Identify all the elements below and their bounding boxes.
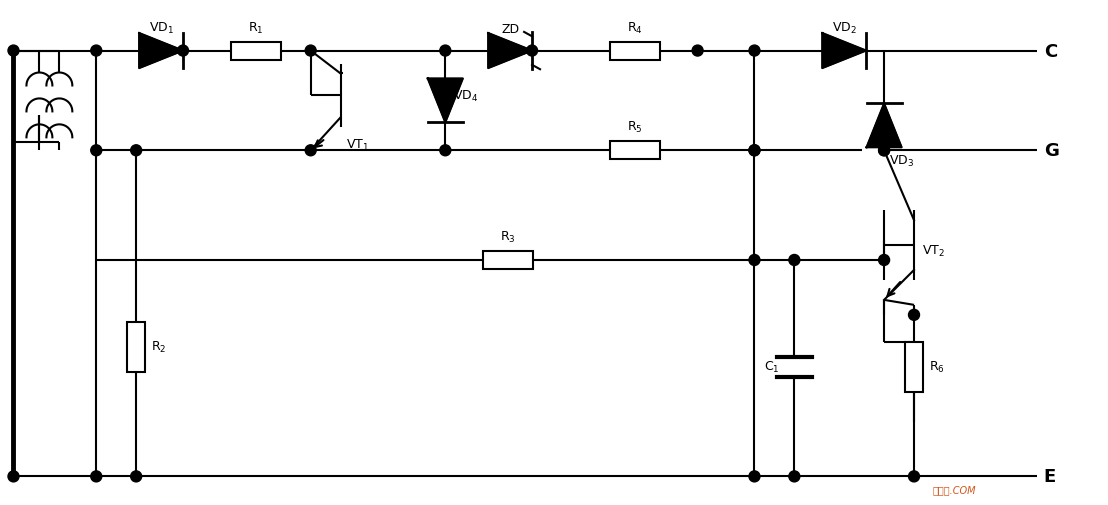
Circle shape	[131, 471, 142, 482]
Text: VT$_2$: VT$_2$	[922, 243, 945, 258]
Circle shape	[789, 255, 800, 266]
Circle shape	[879, 145, 890, 157]
Circle shape	[177, 46, 188, 57]
Circle shape	[8, 471, 19, 482]
Text: R$_5$: R$_5$	[627, 120, 643, 135]
Text: VD$_2$: VD$_2$	[832, 21, 856, 35]
Text: R$_1$: R$_1$	[248, 21, 264, 35]
Polygon shape	[822, 34, 866, 69]
Polygon shape	[140, 34, 183, 69]
Circle shape	[440, 46, 451, 57]
Circle shape	[749, 255, 760, 266]
Polygon shape	[428, 79, 463, 123]
Circle shape	[879, 145, 890, 157]
Circle shape	[8, 46, 19, 57]
Text: R$_2$: R$_2$	[151, 339, 166, 355]
Text: VT$_1$: VT$_1$	[346, 138, 369, 153]
Circle shape	[440, 145, 451, 157]
Circle shape	[91, 471, 102, 482]
Text: R$_3$: R$_3$	[501, 229, 516, 244]
Circle shape	[879, 255, 890, 266]
Bar	[609, 42, 659, 61]
Circle shape	[131, 145, 142, 157]
Text: R$_4$: R$_4$	[627, 21, 643, 35]
Bar	[905, 342, 923, 392]
Text: R$_6$: R$_6$	[929, 360, 945, 375]
Circle shape	[749, 46, 760, 57]
Bar	[127, 322, 145, 372]
Circle shape	[749, 145, 760, 157]
Text: E: E	[1044, 468, 1056, 485]
Circle shape	[305, 145, 316, 157]
Circle shape	[692, 46, 704, 57]
Text: C: C	[1044, 42, 1057, 61]
Text: G: G	[1044, 142, 1058, 160]
Circle shape	[909, 471, 920, 482]
Polygon shape	[489, 34, 532, 69]
Polygon shape	[866, 104, 902, 148]
Bar	[609, 142, 659, 160]
Text: VD$_3$: VD$_3$	[889, 154, 914, 169]
Text: VD$_1$: VD$_1$	[148, 21, 174, 35]
Circle shape	[526, 46, 537, 57]
Circle shape	[91, 46, 102, 57]
Text: ZD: ZD	[501, 23, 520, 35]
Bar	[483, 251, 533, 270]
Bar	[230, 42, 280, 61]
Text: C$_1$: C$_1$	[763, 360, 779, 375]
Text: VD$_4$: VD$_4$	[453, 89, 479, 104]
Circle shape	[91, 145, 102, 157]
Circle shape	[909, 310, 920, 321]
Circle shape	[749, 471, 760, 482]
Circle shape	[305, 46, 316, 57]
Text: 接线图.COM: 接线图.COM	[932, 484, 976, 494]
Circle shape	[749, 145, 760, 157]
Circle shape	[789, 471, 800, 482]
